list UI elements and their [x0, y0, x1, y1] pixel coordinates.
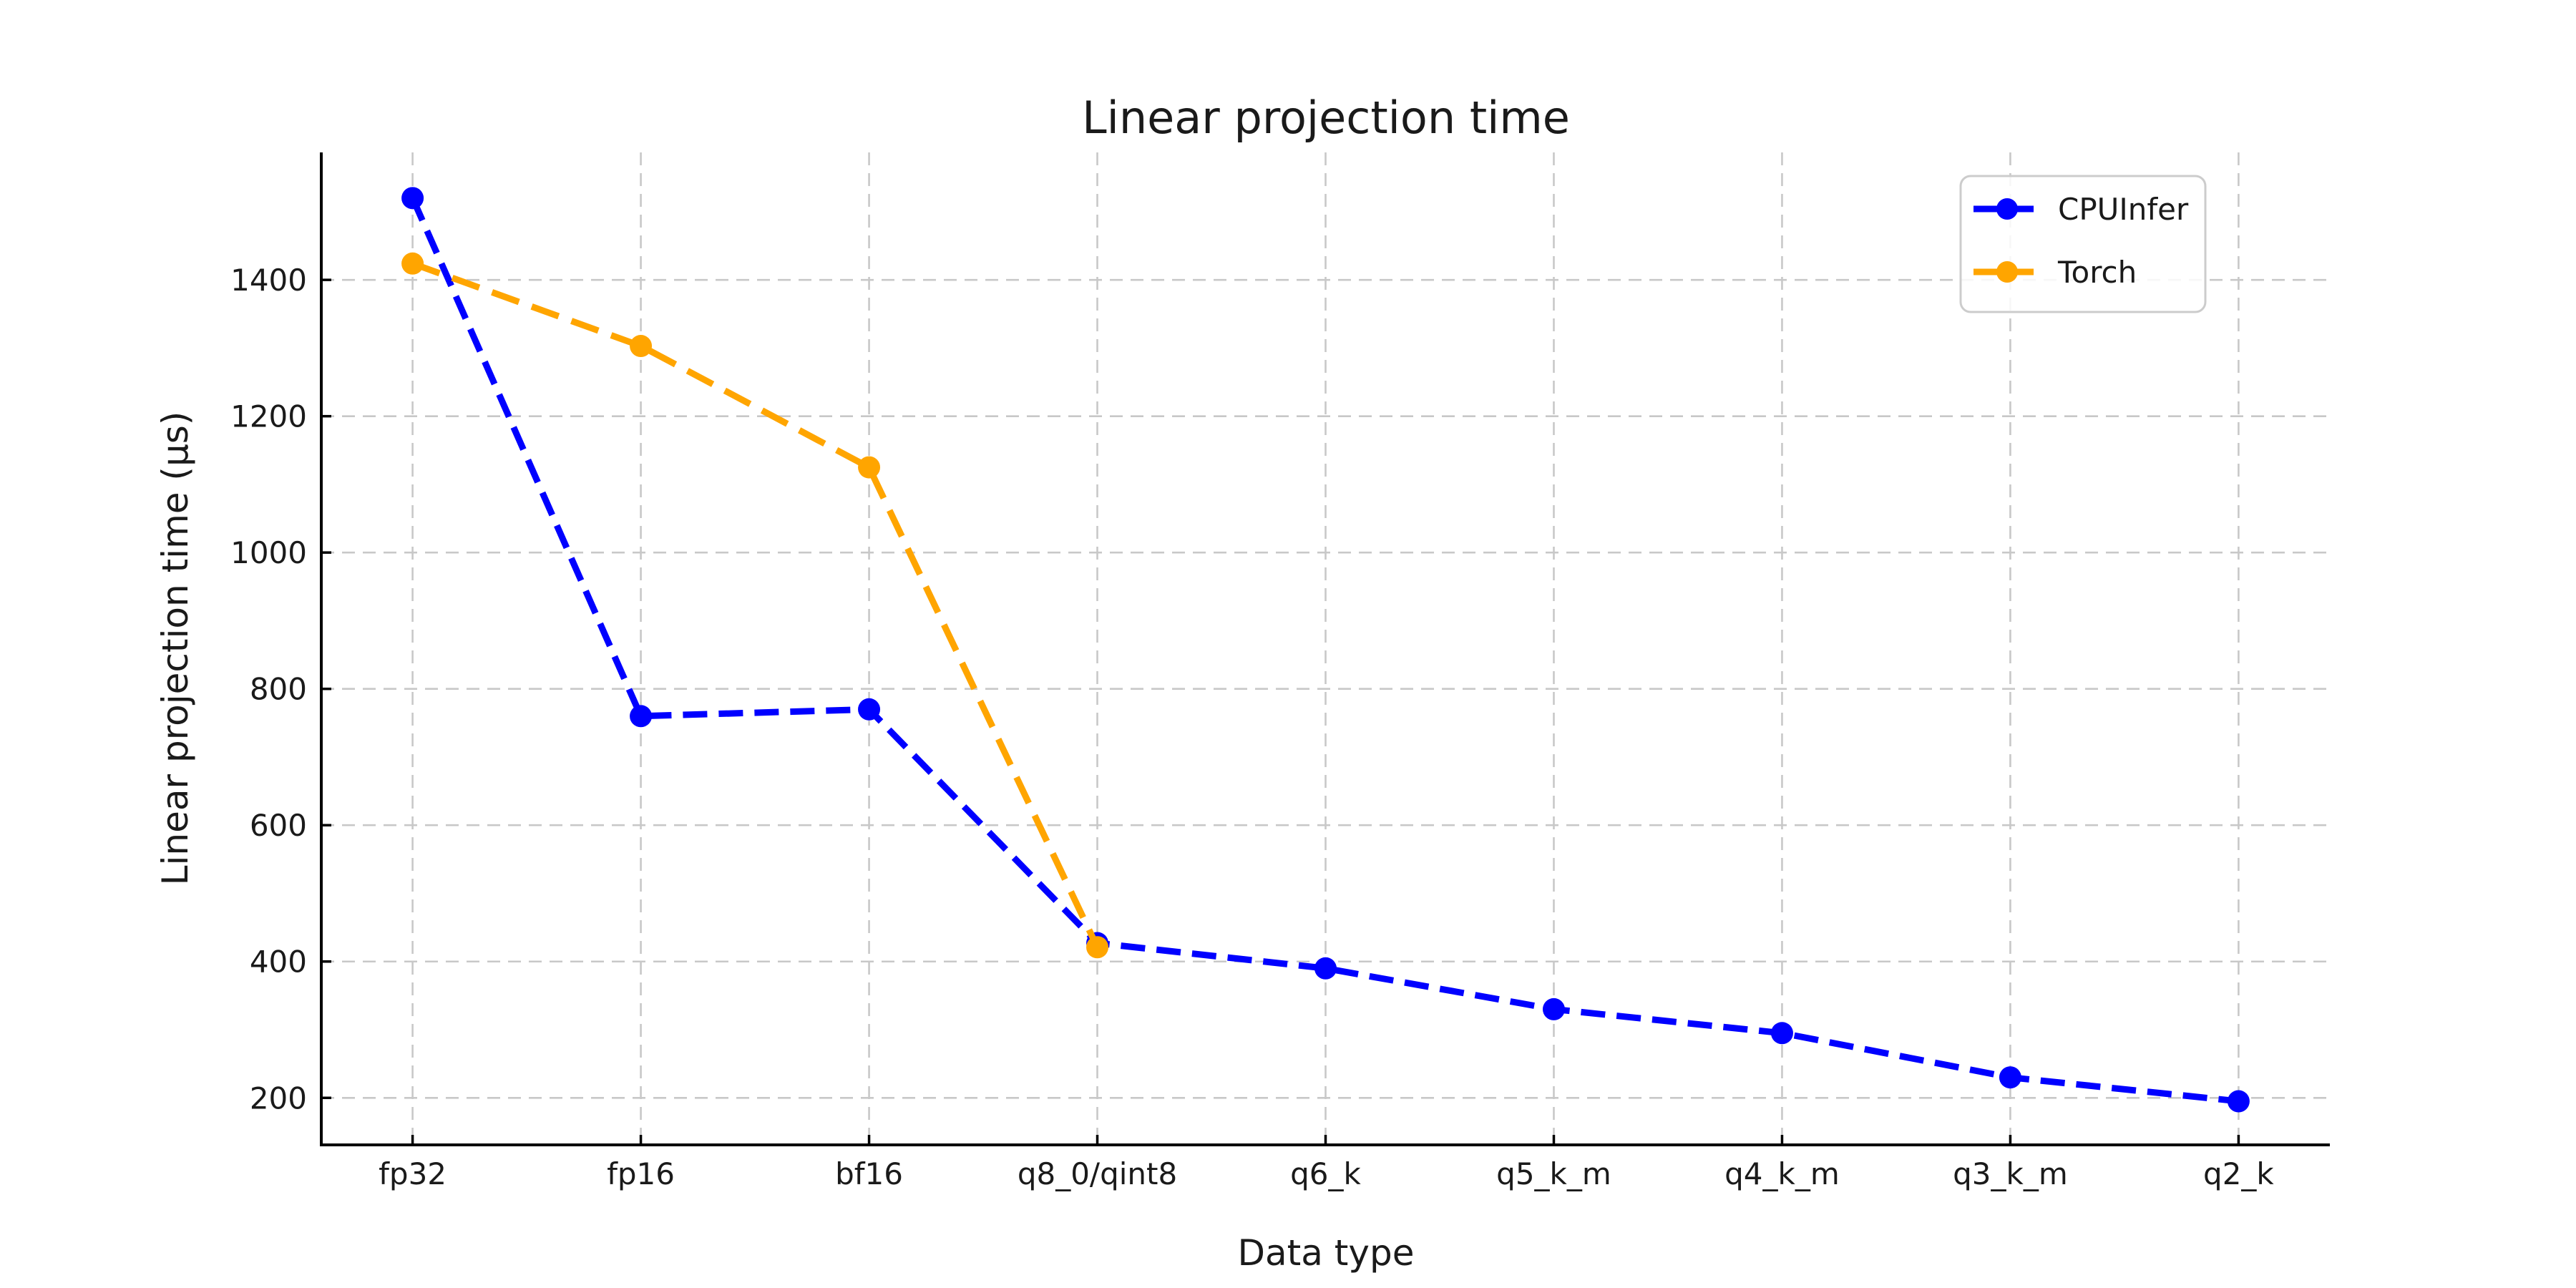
x-tick-label: q4_k_m [1724, 1156, 1840, 1191]
y-tick-label: 1400 [230, 263, 307, 298]
legend-item-torch: Torch [1974, 255, 2137, 290]
torch-marker-icon [1996, 261, 2018, 283]
data-series [401, 187, 2250, 1113]
cpuinfer-data-point [1542, 997, 1565, 1020]
x-tick-label: q2_k [2203, 1156, 2274, 1191]
legend-item-cpuinfer: CPUInfer [1974, 192, 2189, 227]
torch-data-point [401, 252, 424, 275]
x-tick-label: q5_k_m [1496, 1156, 1611, 1191]
y-tick-label: 600 [250, 808, 307, 843]
x-tick-label: q8_0/qint8 [1018, 1156, 1177, 1191]
cpuinfer-data-point [401, 187, 424, 210]
cpuinfer-data-point [1314, 957, 1337, 980]
y-tick-label: 1000 [230, 535, 307, 570]
x-tick-label: q3_k_m [1953, 1156, 2068, 1191]
x-tick-label: fp16 [607, 1156, 675, 1191]
cpuinfer-data-point [1999, 1066, 2021, 1089]
cpuinfer-data-point [858, 698, 881, 721]
x-tick-label: bf16 [835, 1156, 903, 1191]
cpuinfer-data-point [2227, 1090, 2250, 1113]
x-tick-label: q6_k [1290, 1156, 1361, 1191]
torch-data-point [630, 335, 653, 358]
cpuinfer-marker-icon [1996, 198, 2018, 220]
y-tick-label: 800 [250, 672, 307, 707]
y-tick-label: 1200 [230, 399, 307, 434]
legend-label-torch: Torch [2057, 255, 2137, 290]
y-tick-label: 200 [250, 1080, 307, 1116]
y-tick-label: 400 [250, 945, 307, 980]
x-tick-label: fp32 [379, 1156, 447, 1191]
chart-title: Linear projection time [1082, 92, 1570, 144]
torch-data-point [1086, 936, 1109, 959]
cpuinfer-data-point [1770, 1022, 1793, 1045]
axis-ticks [321, 278, 2240, 1145]
legend: CPUInfer Torch [1959, 175, 2207, 313]
cpuinfer-data-point [630, 705, 653, 728]
y-axis-label: Linear projection time (µs) [155, 411, 196, 886]
tick-labels: 200 400 600 800 1000 1200 1400 fp32 fp16 bf16 q8_0… [230, 263, 2274, 1191]
torch-data-point [858, 456, 881, 479]
x-axis-label: Data type [1238, 1232, 1415, 1274]
legend-label-cpuinfer: CPUInfer [2058, 192, 2189, 227]
torch-line [411, 260, 1101, 949]
